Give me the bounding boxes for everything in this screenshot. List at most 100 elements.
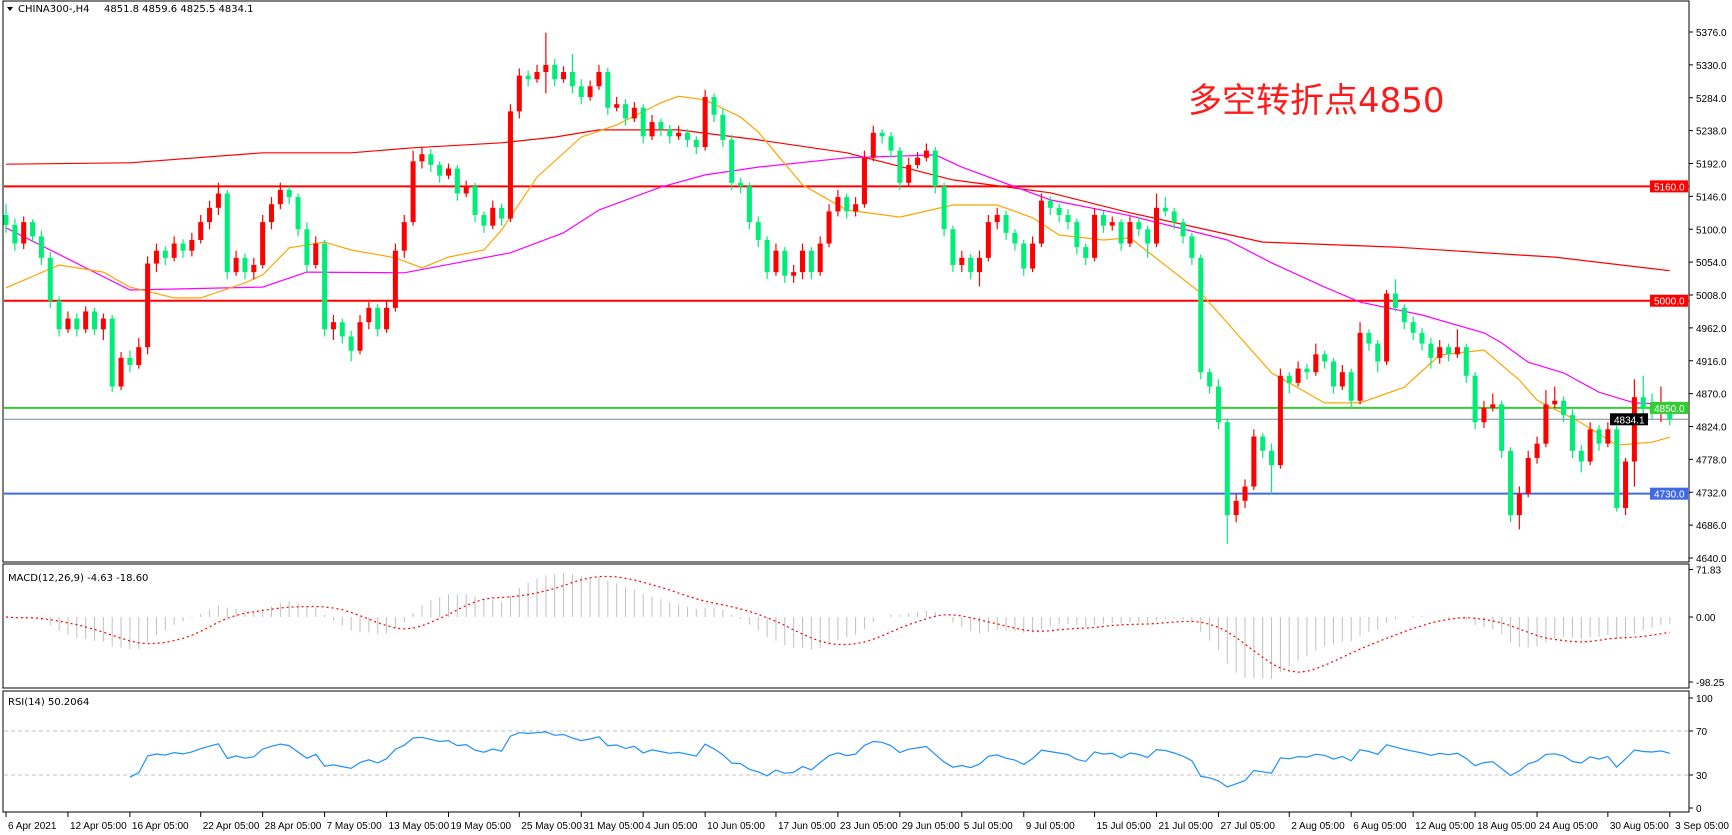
candle-body-down — [3, 214, 9, 225]
candle-body-up — [215, 193, 221, 208]
candle-body-down — [1056, 207, 1062, 215]
candle-body-up — [676, 132, 682, 137]
candle-body-up — [906, 164, 912, 183]
candle-body-down — [1578, 450, 1584, 462]
candle-body-down — [30, 222, 36, 237]
candle-body-down — [1198, 257, 1204, 373]
candle-body-down — [738, 182, 744, 187]
candle-body-up — [189, 239, 195, 251]
candle-body-up — [1154, 207, 1159, 244]
candle-body-down — [348, 336, 354, 351]
candle-body-up — [977, 257, 982, 273]
candle-body-down — [746, 186, 752, 223]
candle-body-down — [162, 250, 168, 258]
price-tick-label: 5008.0 — [1696, 291, 1727, 302]
candle-body-up — [83, 311, 89, 330]
candle-body-up — [826, 211, 832, 244]
candle-body-up — [543, 64, 549, 73]
time-axis: 6 Apr 2021 12 Apr 05:00 16 Apr 05:00 22 Apr… — [5, 812, 1729, 832]
candle-body-down — [950, 229, 956, 265]
candle-body-down — [286, 189, 292, 198]
dropdown-triangle-icon[interactable] — [7, 7, 13, 11]
level-tag-4730.0 — [1650, 487, 1688, 500]
time-tick-label: 31 May 05:00 — [583, 821, 644, 832]
candle-body-down — [1047, 200, 1053, 208]
candle-body-down — [1596, 429, 1602, 444]
candle-body-down — [127, 357, 133, 366]
price-tick-label: 4962.0 — [1696, 324, 1727, 335]
candle-body-up — [198, 222, 204, 240]
candle-body-down — [1118, 222, 1124, 244]
macd-label: MACD(12,26,9) -4.63 -18.60 — [8, 573, 148, 584]
candle-body-down — [605, 72, 611, 108]
candle-body-down — [1569, 415, 1575, 451]
time-tick-label: 27 Jul 05:00 — [1220, 821, 1275, 832]
candle-body-down — [304, 229, 310, 265]
price-tick-label: 5238.0 — [1696, 127, 1727, 138]
candle-body-up — [384, 307, 390, 330]
candle-body-down — [941, 186, 947, 230]
candle-body-up — [446, 168, 451, 176]
rsi-label: RSI(14) 50.2064 — [8, 697, 89, 708]
macd-tick-label: 0.00 — [1696, 613, 1716, 624]
candle-body-down — [755, 222, 761, 240]
macd-panel-frame — [2, 563, 1690, 689]
candle-body-up — [1543, 404, 1549, 444]
candle-body-down — [1419, 332, 1425, 344]
candle-body-up — [1109, 222, 1115, 226]
current-price-tag — [1610, 413, 1648, 426]
time-tick-label: 10 Jun 05:00 — [707, 821, 765, 832]
candle-body-down — [1100, 214, 1106, 226]
candle-body-down — [1304, 368, 1310, 373]
candle-body-down — [1162, 207, 1168, 212]
candle-body-up — [1339, 372, 1345, 387]
candle-body-down — [1410, 322, 1416, 333]
time-tick-label: 19 May 05:00 — [451, 821, 512, 832]
candle-body-down — [782, 250, 788, 276]
level-tag-label: 4850.0 — [1654, 404, 1685, 415]
candle-body-down — [684, 132, 690, 140]
time-tick-label: 13 May 05:00 — [389, 821, 450, 832]
time-tick-label: 17 Jun 05:00 — [778, 821, 836, 832]
candle-body-down — [569, 72, 575, 87]
candle-body-down — [1207, 372, 1213, 387]
candle-body-down — [1499, 404, 1505, 451]
price-tick-label: 4824.0 — [1696, 423, 1727, 434]
time-tick-label: 29 Jun 05:00 — [902, 821, 960, 832]
symbol-label: CHINA300-,H4 — [18, 4, 90, 15]
rsi-indicator: 100 70 30 0 — [4, 694, 1713, 815]
level-tag-5000.0 — [1650, 294, 1688, 307]
candle-body-down — [888, 136, 894, 151]
ma-mid-line — [5, 154, 1670, 405]
ohlc-values: 4851.8 4859.6 4825.5 4834.1 — [104, 4, 254, 15]
ma-fast-line — [5, 95, 1670, 446]
rsi-panel-frame — [2, 690, 1690, 813]
candle-body-down — [1171, 211, 1177, 223]
price-tick-label: 5284.0 — [1696, 94, 1727, 105]
candle-body-up — [587, 86, 593, 98]
time-tick-label: 6 Aug 05:00 — [1353, 821, 1407, 832]
candle-body-up — [100, 318, 106, 330]
candle-body-down — [295, 197, 301, 230]
candle-body-up — [791, 272, 797, 276]
candle-body-up — [631, 107, 637, 119]
time-tick-label: 23 Jun 05:00 — [840, 821, 898, 832]
time-tick-label: 25 May 05:00 — [521, 821, 582, 832]
candle-body-up — [1030, 243, 1036, 269]
candle-body-down — [38, 236, 44, 258]
time-tick-label: 15 Jul 05:00 — [1097, 821, 1152, 832]
candle-body-down — [808, 250, 814, 273]
candle-body-up — [65, 318, 71, 330]
candle-body-up — [1233, 500, 1239, 516]
candle-body-up — [357, 322, 363, 351]
candle-body-up — [959, 257, 965, 265]
candle-body-down — [56, 300, 62, 330]
candle-body-down — [640, 107, 646, 137]
candle-body-up — [1038, 200, 1044, 244]
candle-body-down — [74, 318, 80, 330]
candle-body-up — [463, 186, 469, 194]
candle-body-down — [1074, 222, 1080, 248]
price-tick-label: 4870.0 — [1696, 390, 1727, 401]
candle-body-up — [1490, 404, 1496, 408]
